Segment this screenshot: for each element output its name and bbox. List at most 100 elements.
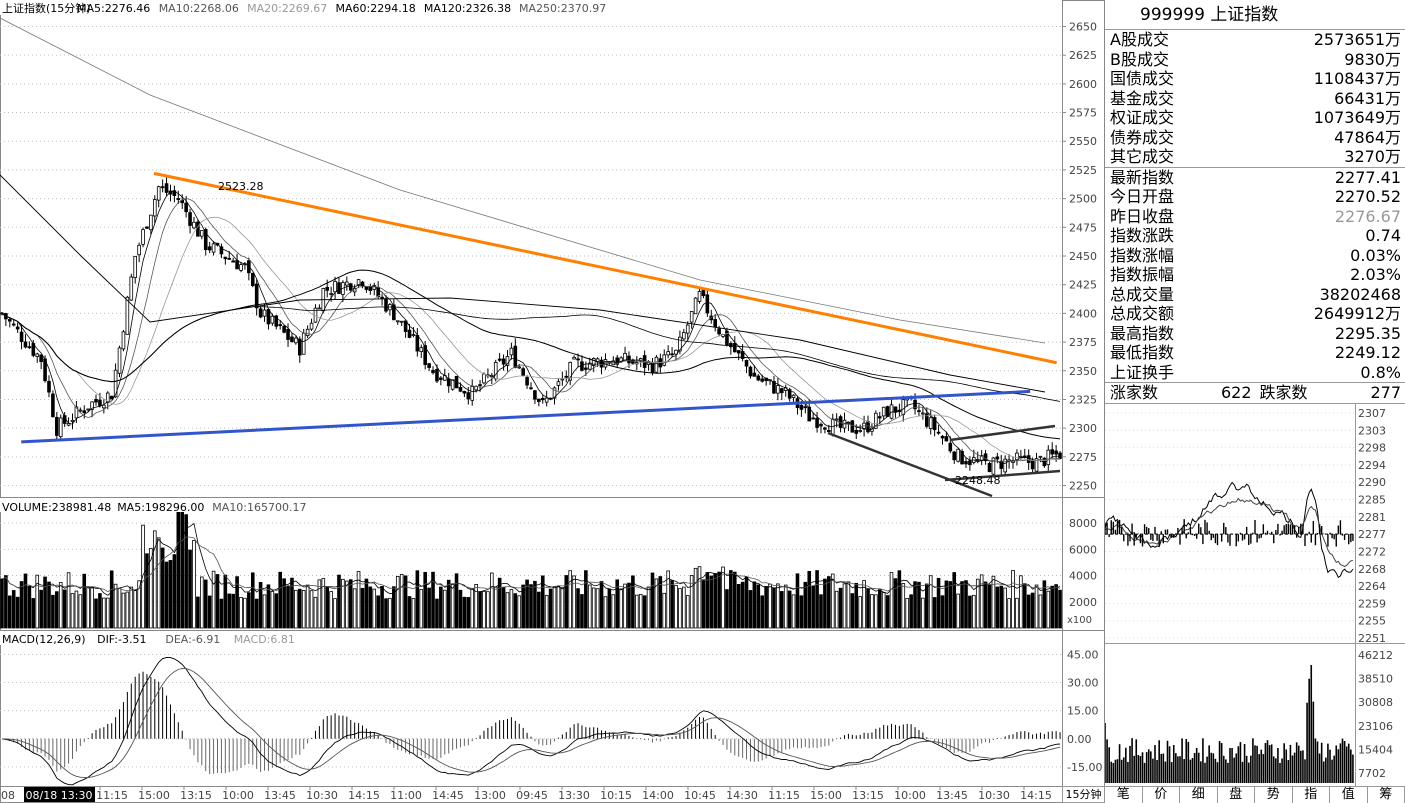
candle-body [94,398,98,403]
candle-body [152,199,157,217]
volume-bar [854,582,859,629]
candle-body [697,291,702,302]
candle-body [678,336,682,352]
index-name: 上证指数 [1210,5,1279,25]
volume-bar [564,575,569,629]
intraday-volume [1105,665,1354,783]
volume-bar [1026,594,1031,629]
channel-lines[interactable] [827,424,1061,498]
main-grid [0,25,1066,487]
candle-body [537,398,541,402]
volume-bar [776,583,780,629]
dif-line [1,656,1061,786]
down-label: 跌家数 [1259,383,1308,402]
tab-5[interactable]: 指 [1293,787,1330,803]
candle-body [693,297,698,315]
tab-6[interactable]: 值 [1330,787,1368,803]
candle-body [725,330,729,346]
stat-value: 2270.52 [1334,187,1401,206]
volume-bar [642,595,647,629]
volume-bar [913,581,917,629]
tab-7[interactable]: 筹 [1368,787,1405,803]
volume-bar [666,570,670,629]
intraday-vol-label: 15404 [1358,743,1393,756]
volume-bar [607,588,612,629]
candle-body [282,325,286,333]
candle-body [975,459,980,461]
volume-bar [486,591,490,629]
volume-bar [940,595,945,629]
time-label: 10:15 [600,789,632,802]
volume-bar [458,589,463,629]
volume-bar [141,524,145,629]
volume-bar [66,572,71,629]
macd-tick-label: 15.00 [1067,705,1099,718]
turnover-row: 其它成交 3270万 [1105,147,1405,167]
tab-0[interactable]: 笔 [1105,787,1143,803]
volume-bar [791,594,796,629]
price-tick-label: 2575 [1069,107,1097,120]
volume-bar [47,581,51,629]
volume-bar [944,580,949,629]
candle-body [27,346,32,349]
intraday-tick-label: 2264 [1358,580,1386,593]
price-tick-label: 2350 [1069,365,1097,378]
volume-bar [207,595,212,629]
candle-body [540,397,545,401]
intraday-chart[interactable]: 2307 2303 2298 2294 2290 2285 2281 2277 2272 2268… [1105,403,1405,786]
candle-body [207,246,212,251]
volume-bar [35,574,40,629]
stat-row: 最低指数 2249.12 [1105,343,1405,363]
tab-1[interactable]: 价 [1143,787,1180,803]
tab-2[interactable]: 细 [1180,787,1218,803]
candle-body [278,324,282,326]
volume-bar [713,573,717,629]
volume-bar [423,571,427,629]
tab-4[interactable]: 势 [1255,787,1293,803]
candle-body [807,406,812,422]
volume-bar [654,578,659,629]
volume-bar [619,588,623,629]
candle-body [952,451,957,461]
volume-bar [662,592,667,629]
index-code: 999999 [1140,5,1205,25]
high-mark-label: 2523.28 [218,180,264,193]
period-button[interactable]: 15分钟 [1062,786,1105,803]
blue-trendline[interactable] [21,389,1031,444]
volume-bar [356,571,361,629]
time-label: 11:15 [768,789,800,802]
volume-bar [450,584,455,629]
tab-3[interactable]: 盘 [1218,787,1255,803]
candle-body [90,401,94,410]
volume-bar [368,586,373,629]
time-label: 10:30 [978,789,1010,802]
ma120-line [1,306,1061,402]
channel-line[interactable] [949,424,1056,442]
candle-body [317,307,322,310]
orange-trendline[interactable] [153,171,1057,365]
volume-bar [533,580,537,629]
volume-bar [693,567,698,629]
volume-bar [709,575,714,629]
selected-time-box[interactable] [24,787,95,802]
candle-body [1058,452,1062,459]
channel-line[interactable] [944,469,1061,482]
kline-chart[interactable]: 2650 2625 2600 2575 2550 2525 2500 2475 2450 2425… [0,0,1105,803]
candle-body [227,257,232,260]
turnover-row: 债券成交 47864万 [1105,128,1405,148]
turnover-row: 基金成交 66431万 [1105,89,1405,109]
candle-body [196,221,200,237]
candle-body [662,354,667,366]
candle-body [137,244,141,256]
candle-body [787,389,792,399]
channel-line[interactable] [827,431,993,498]
ma250-line [0,17,1046,344]
volume-bar [149,548,153,629]
candle-body [584,367,588,370]
time-label: 10:00 [894,789,926,802]
stat-value: 2277.41 [1334,167,1401,187]
turnover-value: 66431万 [1334,88,1401,108]
volume-bar [901,583,906,629]
volume-bar [415,570,420,629]
volume-bar [689,575,694,629]
